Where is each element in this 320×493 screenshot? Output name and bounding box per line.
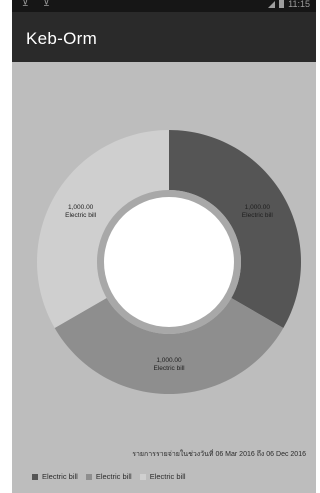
slice-value-label: 1,000.00 [68,204,94,211]
legend-item: Electric bill [139,472,186,481]
donut-chart: 1,000.00 Electric bill 1,000.00 Electric bi… [12,62,316,442]
legend-item: Electric bill [32,472,78,481]
legend-swatch [85,473,92,480]
legend-item: Electric bill [85,472,132,481]
screen: ⊻ ⊻ 11:15 Keb-Orm 1,000.00 Electric bill 1… [12,0,316,493]
legend-label: Electric bill [95,472,132,481]
center-hole [104,197,234,327]
slice-value-label: 1,000.00 [156,357,182,364]
chart-legend: Electric bill Electric bill Electric bill [32,472,186,481]
slice-category-label: Electric bill [65,212,97,219]
donut-slice[interactable] [37,130,169,328]
app-bar: Keb-Orm [12,12,316,62]
donut-slice[interactable] [169,130,301,328]
status-time: 11:15 [288,0,310,9]
slice-category-label: Electric bill [153,365,185,372]
status-right: 11:15 [268,0,310,10]
legend-swatch [139,473,146,480]
app-title: Keb-Orm [26,29,98,48]
slice-value-label: 1,000.00 [245,204,271,211]
signal-icon [268,0,276,8]
download-notification-icons: ⊻ ⊻ [22,0,56,8]
donut-slice[interactable] [54,298,284,394]
status-bar: ⊻ ⊻ 11:15 [12,0,316,12]
legend-label: Electric bill [149,472,186,481]
date-range-note: รายการรายจ่ายในช่วงวันที่ 06 Mar 2016 ถึ… [132,451,306,458]
legend-swatch [32,473,38,480]
legend-label: Electric bill [42,472,78,481]
battery-icon [279,0,285,8]
slice-category-label: Electric bill [242,212,274,219]
